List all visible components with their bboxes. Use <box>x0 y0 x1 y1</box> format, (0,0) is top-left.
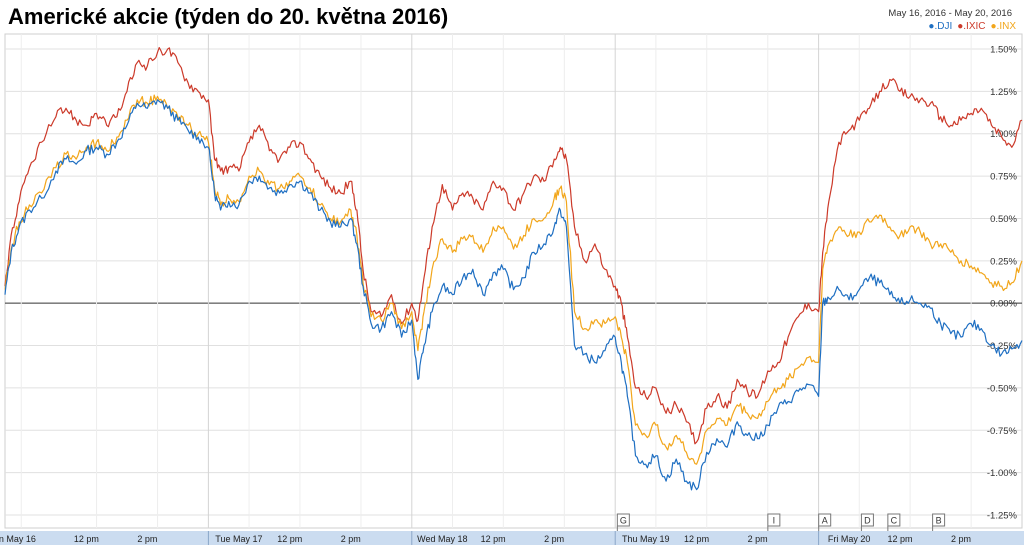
x-tick-label: Fri May 20 <box>828 534 871 544</box>
y-tick-label: -1.00% <box>987 468 1018 479</box>
legend-label: .INX <box>996 21 1016 32</box>
event-flag[interactable]: A <box>818 513 832 531</box>
event-flag[interactable]: G <box>616 513 630 531</box>
series-line-dji <box>4 99 1023 491</box>
x-tick-label: Thu May 19 <box>622 534 670 544</box>
x-tick-label: 2 pm <box>951 534 971 544</box>
event-flag-label: A <box>822 516 828 526</box>
legend-dot-icon: ● <box>957 21 964 32</box>
event-flag[interactable]: I <box>767 513 781 531</box>
event-flag-label: C <box>891 516 898 526</box>
y-tick-label: 0.50% <box>990 214 1017 225</box>
x-tick-label: Tue May 17 <box>215 534 262 544</box>
event-flag-label: B <box>936 516 942 526</box>
y-tick-label: -0.50% <box>987 383 1018 394</box>
event-flag[interactable]: D <box>860 513 874 531</box>
x-axis-band <box>0 531 1024 545</box>
y-tick-label: 0.25% <box>990 256 1017 267</box>
y-tick-label: 1.50% <box>990 45 1017 56</box>
event-flag-label: G <box>620 516 627 526</box>
event-flag[interactable]: B <box>932 513 946 531</box>
event-flag-label: I <box>773 516 776 526</box>
x-tick-label: Wed May 18 <box>417 534 467 544</box>
chart-title: Americké akcie (týden do 20. května 2016… <box>8 4 449 29</box>
y-tick-label: -0.25% <box>987 341 1018 352</box>
legend: ●.DJI ●.IXIC ●.INX <box>923 21 1016 32</box>
y-tick-label: -1.25% <box>987 511 1018 522</box>
y-tick-label: 0.00% <box>990 299 1017 310</box>
legend-item[interactable]: ●.IXIC <box>957 21 985 32</box>
legend-dot-icon: ● <box>928 21 935 32</box>
x-tick-label: 12 pm <box>277 534 302 544</box>
x-tick-label: 12 pm <box>887 534 912 544</box>
x-tick-label: 12 pm <box>684 534 709 544</box>
x-tick-label: 2 pm <box>748 534 768 544</box>
x-tick-label: 2 pm <box>137 534 157 544</box>
legend-label: .DJI <box>934 21 953 32</box>
x-tick-label: 2 pm <box>341 534 361 544</box>
event-flag[interactable]: C <box>887 513 901 531</box>
legend-item[interactable]: ●.INX <box>991 21 1017 32</box>
plot-area <box>4 33 1023 529</box>
x-tick-label: 12 pm <box>481 534 506 544</box>
x-tick-label: 12 pm <box>74 534 99 544</box>
y-tick-label: -0.75% <box>987 426 1018 437</box>
series-line-ixic <box>4 47 1023 445</box>
y-tick-label: 1.25% <box>990 87 1017 98</box>
y-tick-label: 0.75% <box>990 172 1017 183</box>
date-range: May 16, 2016 - May 20, 2016 <box>888 8 1012 19</box>
x-tick-label: 2 pm <box>544 534 564 544</box>
legend-dot-icon: ● <box>990 21 997 32</box>
y-tick-label: 1.00% <box>990 129 1017 140</box>
legend-label: .IXIC <box>963 21 986 32</box>
event-flag-label: D <box>864 516 871 526</box>
legend-item[interactable]: ●.DJI <box>928 21 952 32</box>
x-tick-label: Mon May 16 <box>0 534 36 544</box>
